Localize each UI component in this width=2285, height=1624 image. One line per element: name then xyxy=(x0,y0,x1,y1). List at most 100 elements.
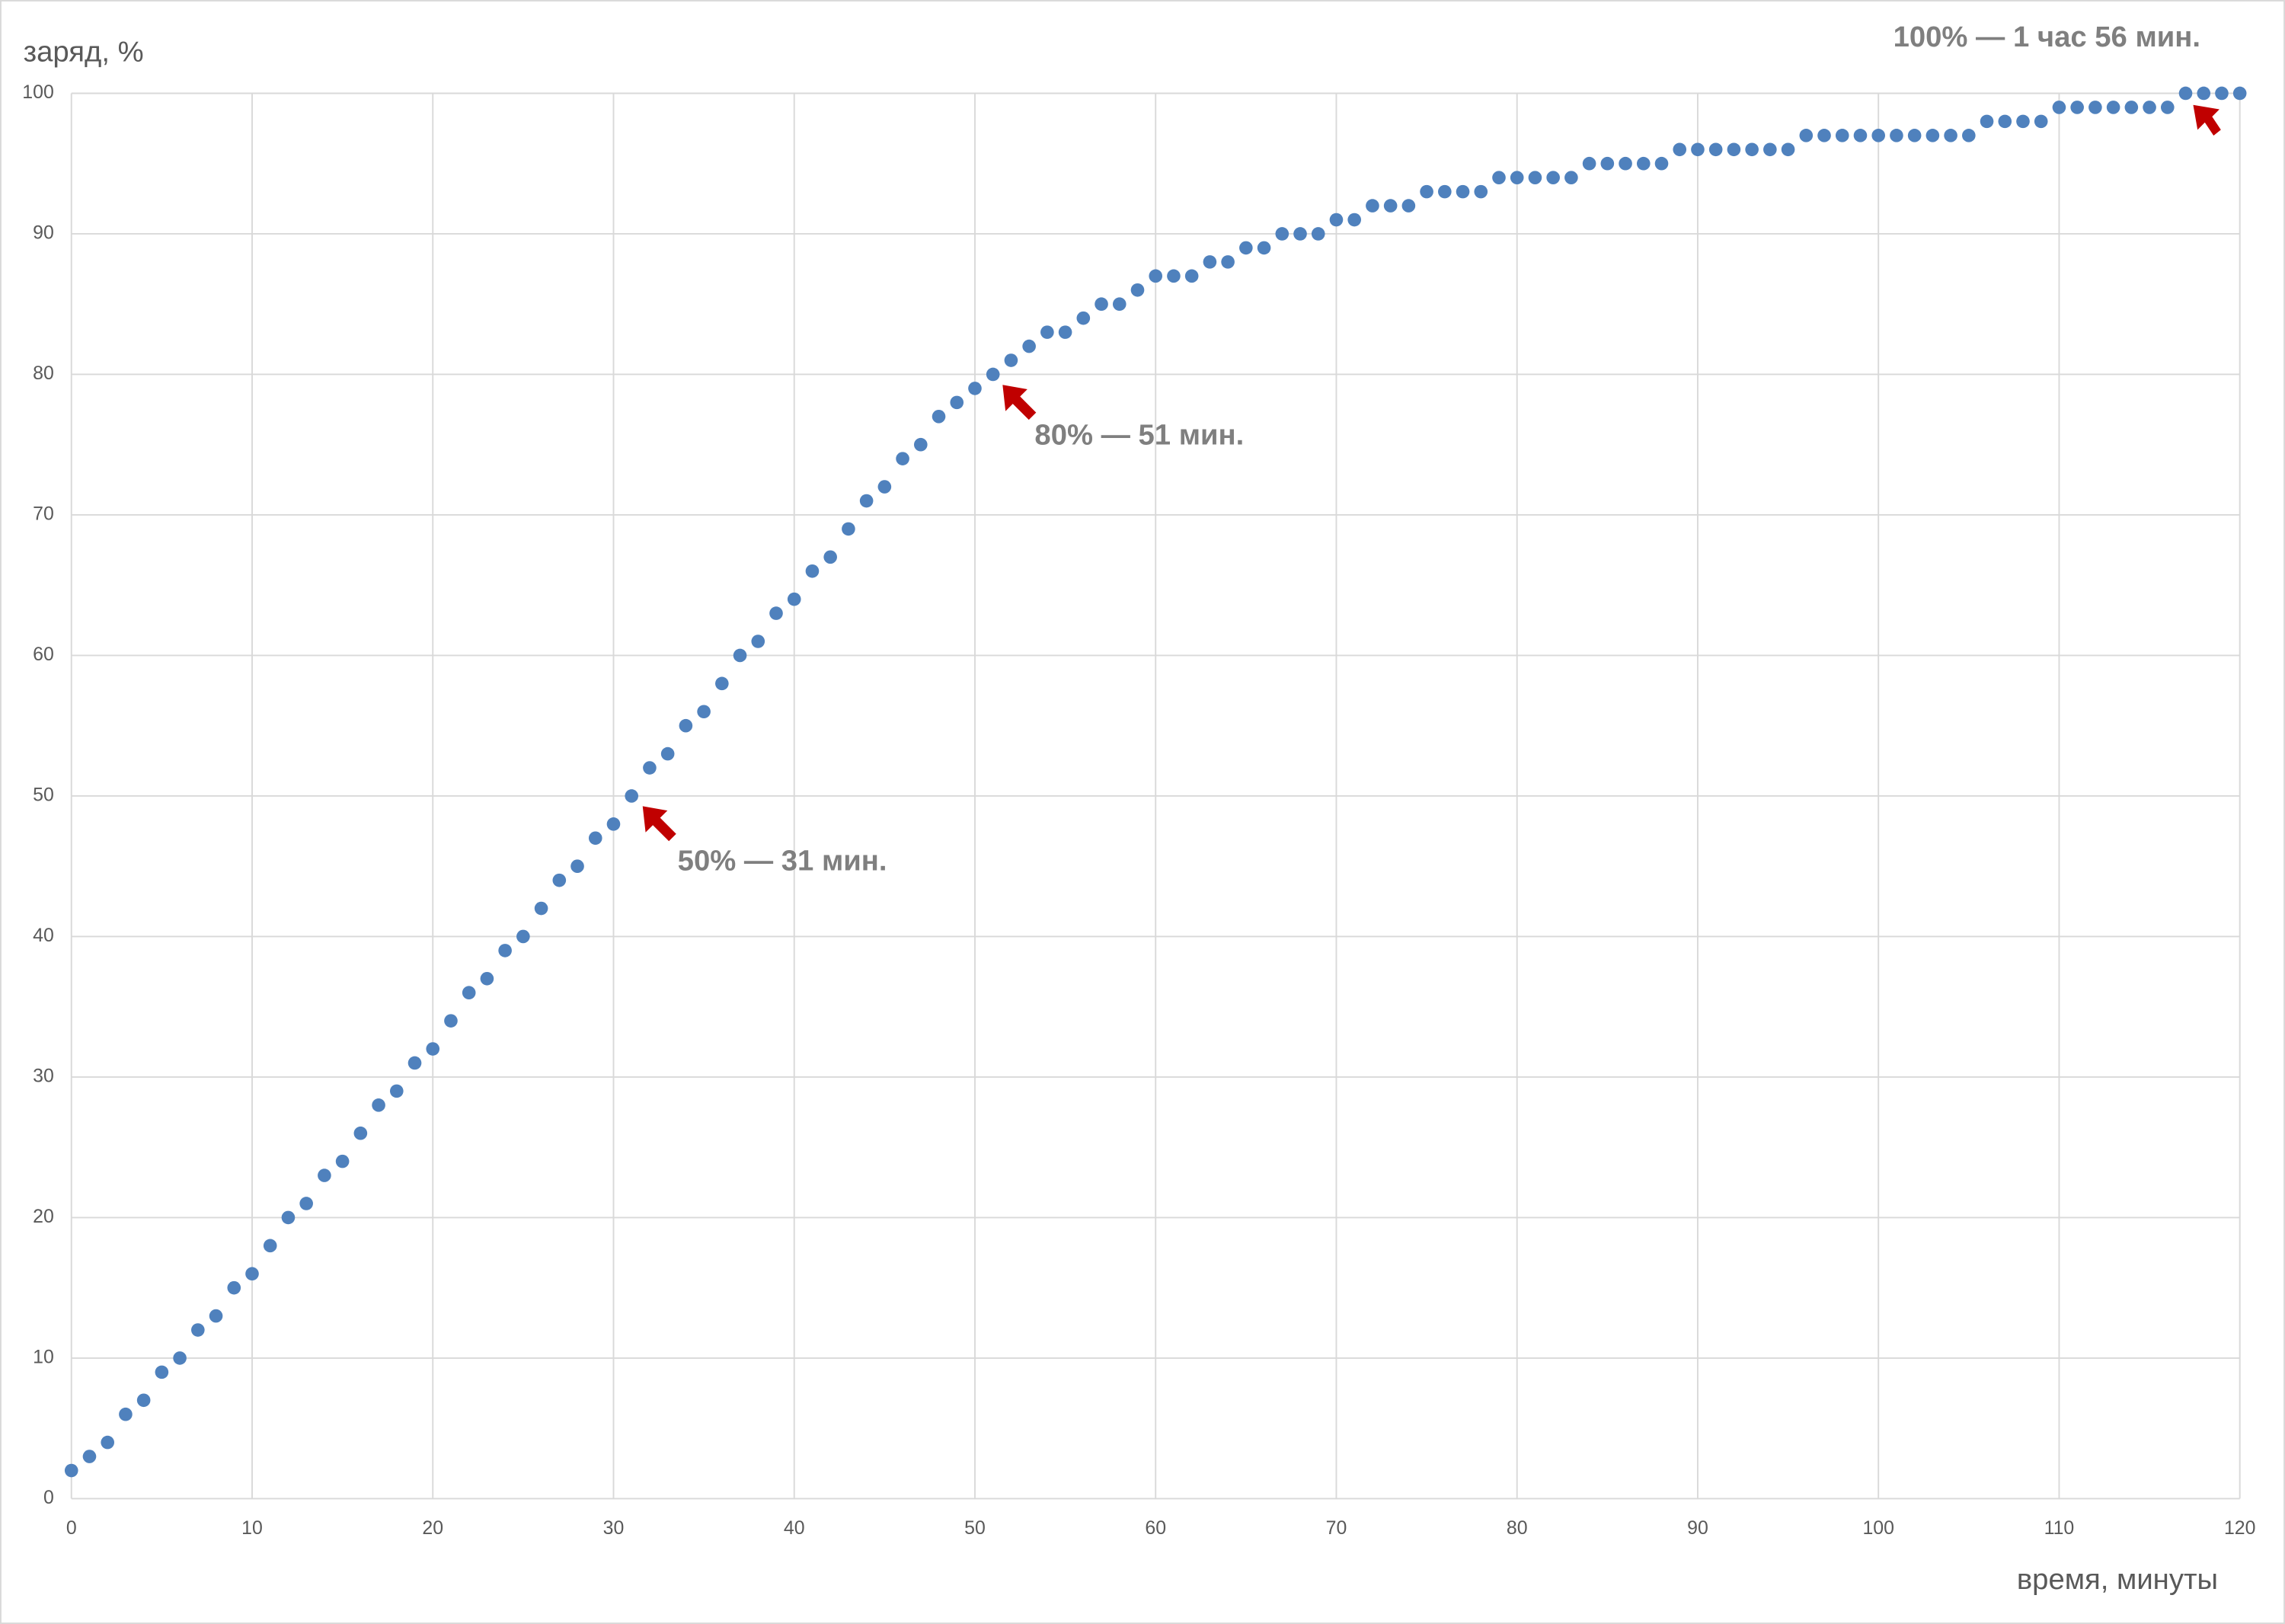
point xyxy=(1329,213,1344,227)
point xyxy=(462,986,476,1000)
point xyxy=(751,635,765,648)
point xyxy=(1673,142,1687,157)
point xyxy=(318,1168,331,1182)
point xyxy=(1456,184,1470,199)
point xyxy=(805,564,820,578)
point xyxy=(1745,142,1759,157)
point xyxy=(1474,184,1488,199)
point xyxy=(2070,101,2084,114)
point xyxy=(2215,86,2229,101)
point xyxy=(1799,129,1814,142)
point xyxy=(588,831,602,846)
point xyxy=(1691,142,1705,157)
point xyxy=(1311,227,1325,241)
y-tick-label: 90 xyxy=(33,222,54,244)
point xyxy=(245,1267,259,1281)
point xyxy=(1167,269,1181,283)
point xyxy=(1438,184,1452,199)
point xyxy=(2232,86,2247,101)
point xyxy=(82,1450,97,1463)
point xyxy=(1293,227,1307,241)
arrow xyxy=(2193,104,2221,136)
point xyxy=(1130,283,1145,297)
annotation: 50% — 31 мин. xyxy=(678,845,887,878)
point xyxy=(1817,129,1831,142)
point xyxy=(2034,114,2048,129)
point xyxy=(733,648,747,663)
point xyxy=(1257,241,1271,255)
x-tick-label: 100 xyxy=(1862,1517,1894,1539)
point xyxy=(480,971,494,986)
point xyxy=(263,1239,277,1253)
point xyxy=(1275,227,1290,241)
point xyxy=(1076,311,1091,325)
point xyxy=(769,606,783,620)
point xyxy=(1492,171,1506,184)
ticks: 0 10 20 30 40 50 60 70 80 90 100 0 10 20 30 40 50 60 70 80 9… xyxy=(22,82,2255,1539)
x-tick-label: 30 xyxy=(603,1517,625,1539)
point xyxy=(2197,86,2211,101)
point xyxy=(679,718,693,733)
x-tick-label: 120 xyxy=(2224,1517,2255,1539)
point xyxy=(372,1098,385,1112)
point xyxy=(1871,129,1885,142)
point xyxy=(1654,156,1669,171)
arrow xyxy=(1002,385,1037,420)
x-tick-label: 110 xyxy=(2044,1517,2075,1539)
point xyxy=(787,592,801,606)
point xyxy=(2160,101,2175,114)
point xyxy=(389,1084,404,1098)
point xyxy=(950,395,964,410)
annotation: 100% — 1 час 56 мин. xyxy=(1894,21,2200,53)
point xyxy=(1944,129,1957,142)
point xyxy=(1636,156,1651,171)
point xyxy=(660,746,675,761)
point xyxy=(1383,199,1398,213)
point xyxy=(1528,171,1542,184)
point xyxy=(1221,255,1235,269)
point xyxy=(715,676,729,691)
y-tick-label: 0 xyxy=(43,1487,54,1508)
point xyxy=(173,1351,187,1365)
point xyxy=(353,1126,368,1140)
point xyxy=(1600,156,1615,171)
point xyxy=(1095,297,1108,312)
x-tick-label: 0 xyxy=(66,1517,77,1539)
point xyxy=(2106,101,2120,114)
point xyxy=(281,1210,296,1225)
point xyxy=(986,367,1000,382)
y-tick-label: 80 xyxy=(33,363,54,384)
point xyxy=(299,1197,313,1210)
point xyxy=(1239,241,1253,255)
point xyxy=(1058,325,1072,339)
grid xyxy=(70,92,2241,1500)
point xyxy=(570,859,584,873)
point xyxy=(877,480,892,494)
x-tick-label: 40 xyxy=(784,1517,805,1539)
point xyxy=(1853,129,1868,142)
point xyxy=(407,1056,422,1070)
point xyxy=(1998,114,2012,129)
point xyxy=(209,1309,223,1323)
point xyxy=(444,1014,458,1028)
arrows xyxy=(642,104,2221,842)
point xyxy=(1112,297,1127,312)
point xyxy=(1980,114,1994,129)
point xyxy=(227,1280,241,1295)
point xyxy=(136,1393,151,1408)
point xyxy=(1907,129,1922,142)
point xyxy=(119,1407,133,1421)
point xyxy=(552,873,567,887)
y-tick-label: 70 xyxy=(33,504,54,525)
point xyxy=(1708,142,1723,157)
point xyxy=(968,382,982,395)
point xyxy=(1962,129,1976,142)
point xyxy=(64,1463,78,1478)
point xyxy=(2124,101,2139,114)
point xyxy=(2088,101,2102,114)
annotation: 80% — 51 мин. xyxy=(1034,419,1244,452)
y-tick-label: 30 xyxy=(33,1065,54,1086)
